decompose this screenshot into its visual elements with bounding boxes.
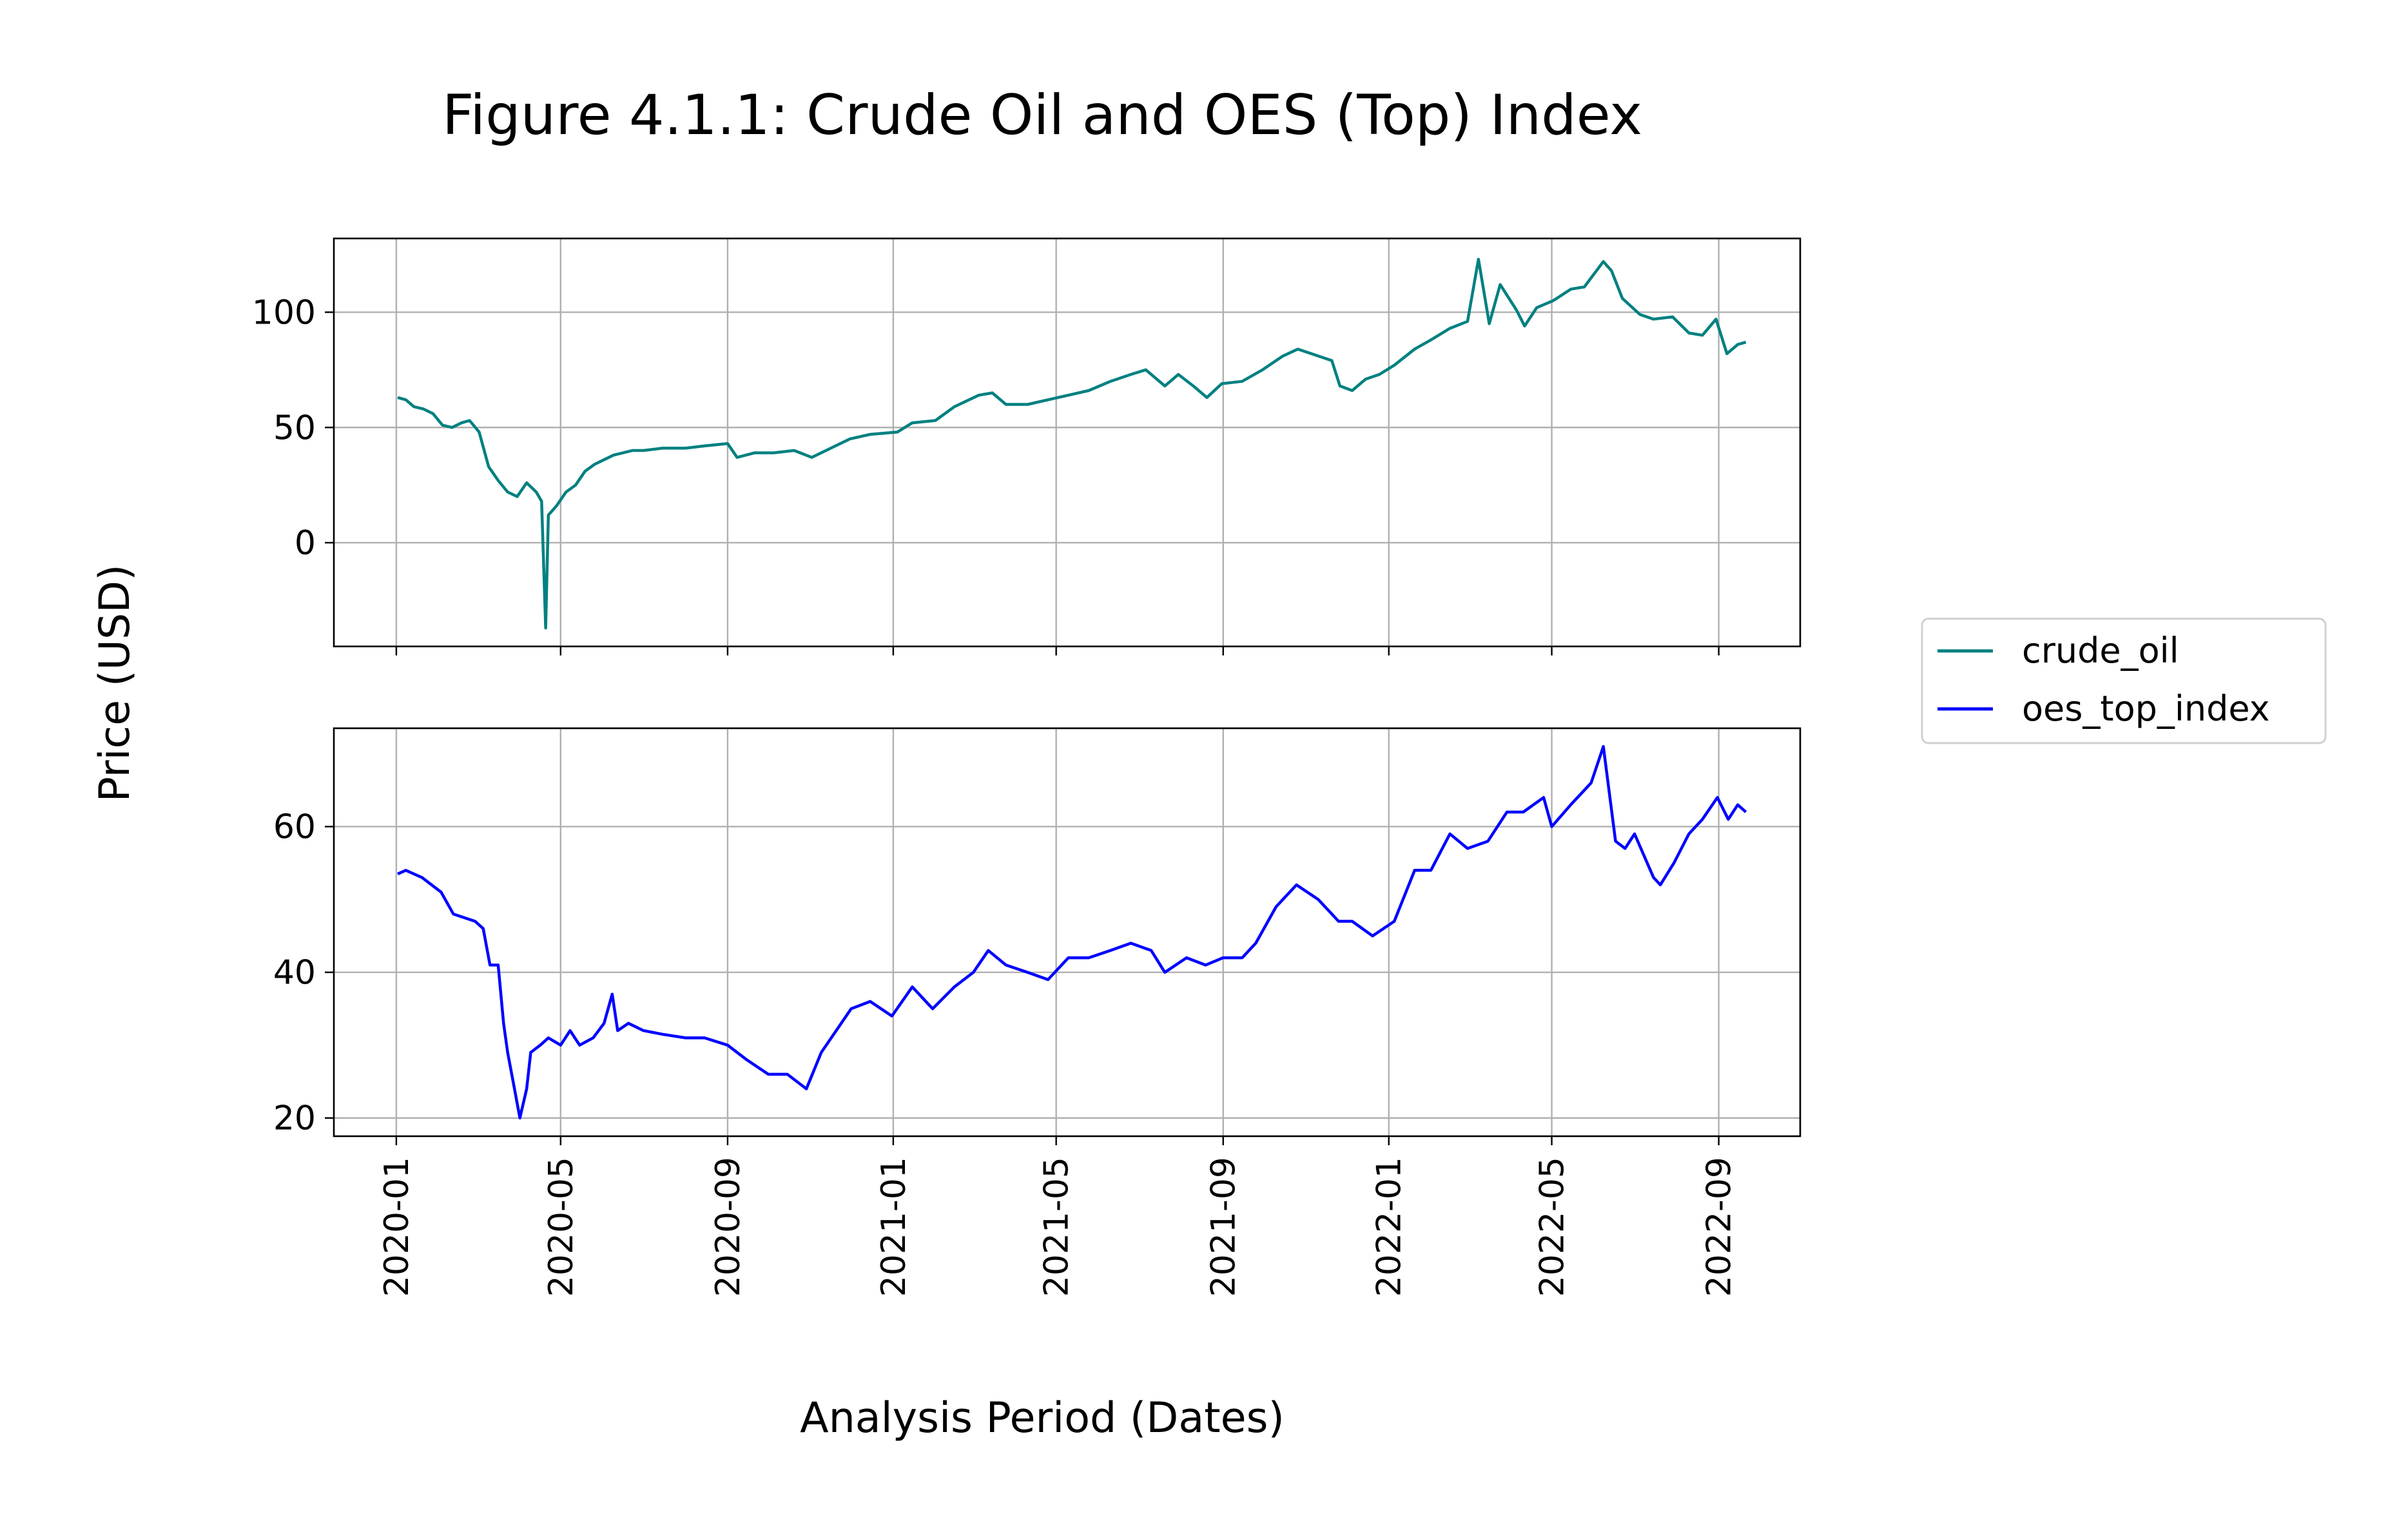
series-line-oes_top_index [397, 745, 1747, 1119]
panel-crude_oil: 0 50 100 [252, 237, 1801, 655]
y-tick-label: 60 [273, 808, 316, 847]
plot-frame [333, 727, 1801, 1138]
y-axis-label: Price (USD) [91, 565, 139, 802]
y-tick-label: 40 [273, 954, 316, 993]
x-tick-label: 2021-01 [875, 1157, 913, 1297]
panel-oes_top_index: 20 40 60 2020-01 2020-05 2020-09 2021-01 2021-0… [273, 727, 1801, 1297]
x-axis-label: Analysis Period (Dates) [800, 1394, 1285, 1442]
y-tick-label: 0 [295, 524, 316, 563]
legend-item-crude_oil: crude_oil [1937, 630, 2179, 671]
x-tick-label: 2021-05 [1038, 1157, 1076, 1297]
panels: 0 50 100 20 40 60 2020-01 2020-05 2020-09 2021-01… [252, 237, 1801, 1297]
x-tick-label: 2021-09 [1205, 1157, 1243, 1297]
x-tick-label: 2020-05 [542, 1157, 581, 1297]
x-tick-label: 2022-05 [1533, 1157, 1572, 1297]
x-tick-label: 2022-09 [1700, 1157, 1739, 1297]
legend-item-oes_top_index: oes_top_index [1937, 688, 2270, 729]
y-tick-label: 100 [252, 293, 316, 332]
grid [334, 728, 1800, 1136]
legend: crude_oil oes_top_index [1921, 617, 2327, 744]
chart-title: Figure 4.1.1: Crude Oil and OES (Top) In… [442, 83, 1642, 148]
x-tick-label: 2022-01 [1370, 1157, 1409, 1297]
series-line-crude_oil [397, 257, 1747, 630]
x-tick-label: 2020-09 [709, 1157, 748, 1297]
plot-frame [333, 237, 1801, 648]
legend-label: oes_top_index [2022, 688, 2270, 729]
grid [334, 238, 1800, 646]
legend-box [1921, 617, 2327, 744]
x-tick-label: 2020-01 [378, 1157, 416, 1297]
y-tick-label: 50 [273, 409, 316, 447]
legend-label: crude_oil [2022, 630, 2179, 671]
y-tick-label: 20 [273, 1099, 316, 1138]
